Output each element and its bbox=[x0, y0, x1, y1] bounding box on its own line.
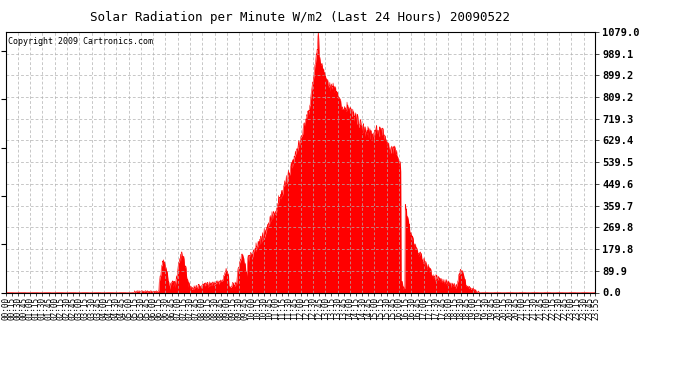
Text: Copyright 2009 Cartronics.com: Copyright 2009 Cartronics.com bbox=[8, 37, 153, 46]
Text: Solar Radiation per Minute W/m2 (Last 24 Hours) 20090522: Solar Radiation per Minute W/m2 (Last 24… bbox=[90, 11, 511, 24]
